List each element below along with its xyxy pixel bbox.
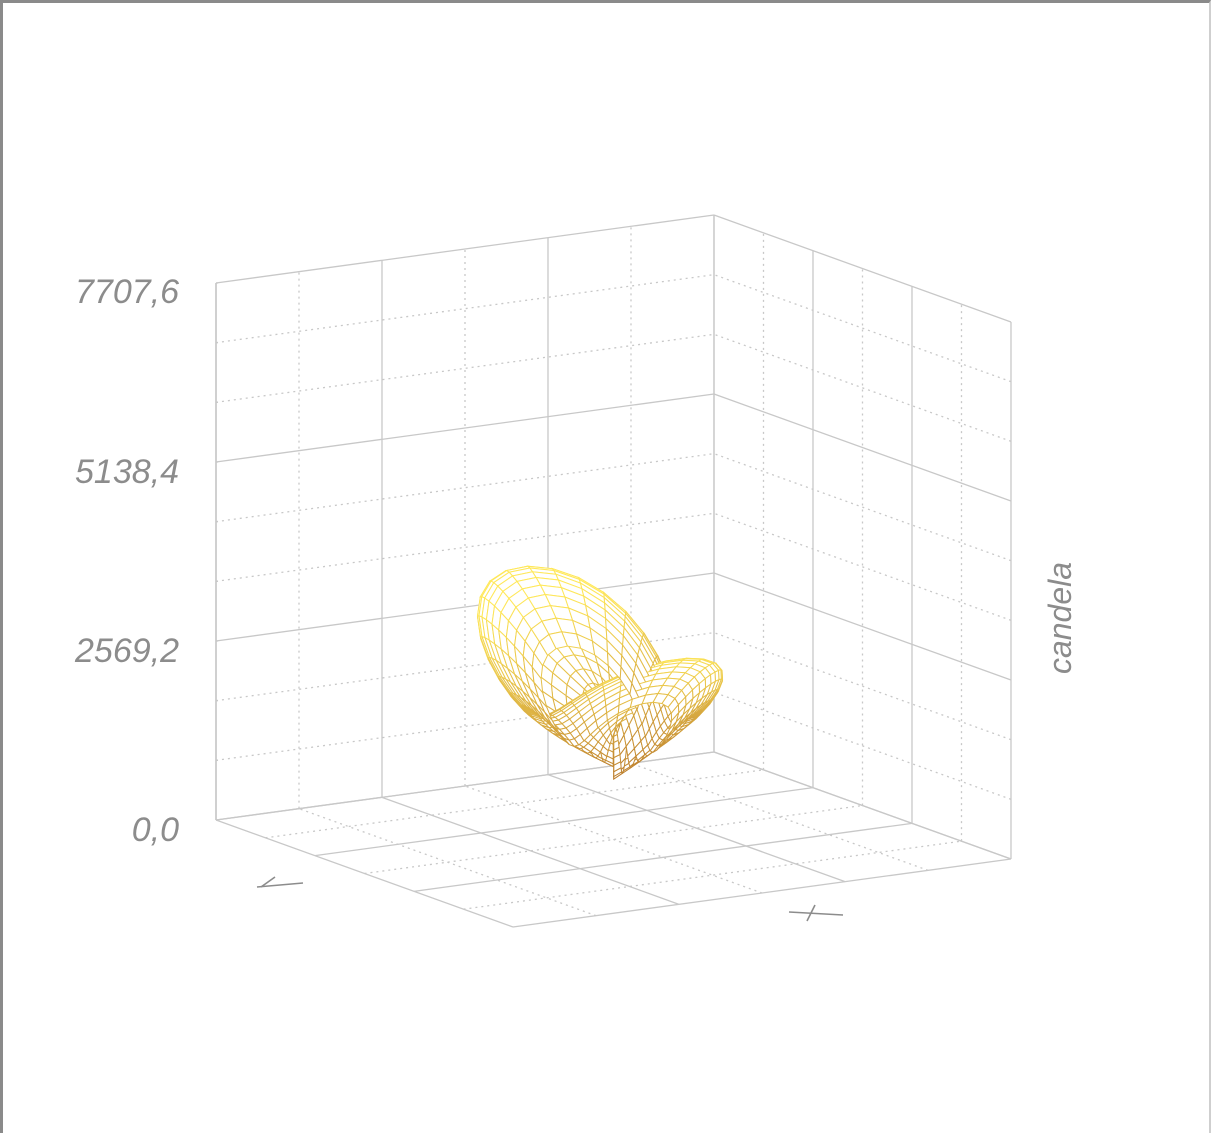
floor-line-y-5 — [630, 762, 929, 871]
floor-line-x-4 — [314, 787, 814, 857]
wall-right-h-5 — [713, 453, 1012, 562]
z-tick-label-3: 7707,6 — [75, 273, 179, 311]
wall-back-h-7 — [215, 333, 715, 403]
grid-layer — [215, 214, 1012, 928]
z-tick-label-0: 0,0 — [132, 811, 179, 849]
x-axis-marker — [256, 876, 304, 888]
wall-right-h-2 — [713, 632, 1012, 741]
wall-right-h-4 — [713, 512, 1012, 621]
wall-back-h-9 — [215, 214, 715, 284]
wall-right-h-9 — [713, 214, 1012, 323]
wall-right-h-1 — [713, 691, 1012, 800]
wall-right-h-3 — [713, 572, 1012, 681]
floor-line-y-6 — [713, 751, 1012, 860]
z-axis-label: candela — [1042, 562, 1078, 674]
y-axis-marker — [788, 904, 844, 922]
floor-line-x-2 — [413, 822, 913, 892]
wall-back-h-3 — [215, 572, 715, 642]
wall-right-h-8 — [713, 274, 1012, 383]
wall-back-h-5 — [215, 453, 715, 523]
axis-layer: 0,0 2569,2 5138,4 7707,6 candela — [74, 273, 1078, 922]
floor-line-x-1 — [463, 840, 962, 910]
wall-back-h-6 — [215, 393, 715, 463]
surface-cell — [548, 631, 569, 650]
photometric-surface — [476, 565, 724, 780]
floor-line-y-2 — [381, 796, 680, 905]
wall-back-h-4 — [215, 512, 715, 582]
floor-line-y-4 — [547, 774, 846, 883]
z-tick-label-2: 5138,4 — [75, 453, 179, 491]
floor-line-y-3 — [464, 785, 763, 894]
wall-right-h-7 — [713, 333, 1012, 442]
z-tick-label-1: 2569,2 — [74, 632, 179, 670]
floor-line-x-5 — [265, 769, 764, 839]
wall-back-h-8 — [215, 274, 715, 344]
wall-right-h-6 — [713, 393, 1012, 502]
floor-line-y-1 — [298, 808, 597, 917]
surface-plot: 0,0 2569,2 5138,4 7707,6 candela — [74, 214, 1078, 928]
